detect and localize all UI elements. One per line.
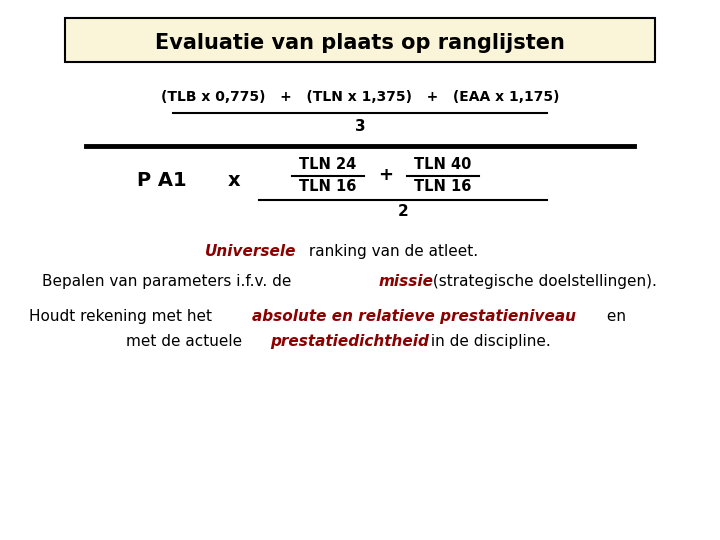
Text: TLN 24: TLN 24 [299,157,356,172]
Text: ranking van de atleet.: ranking van de atleet. [304,244,478,259]
Text: TLN 16: TLN 16 [299,179,356,194]
Text: +: + [378,166,392,185]
Text: (TLB x 0,775)   +   (TLN x 1,375)   +   (EAA x 1,175): (TLB x 0,775) + (TLN x 1,375) + (EAA x 1… [161,90,559,104]
Text: (strategische doelstellingen).: (strategische doelstellingen). [428,274,657,289]
Text: absolute en relatieve prestatieniveau: absolute en relatieve prestatieniveau [252,309,576,325]
Text: missie: missie [379,274,433,289]
Text: in de discipline.: in de discipline. [426,334,551,349]
Text: Houdt rekening met het: Houdt rekening met het [29,309,217,325]
Text: TLN 16: TLN 16 [414,179,472,194]
Text: 3: 3 [355,119,365,134]
Text: Universele: Universele [204,244,296,259]
Text: Bepalen van parameters i.f.v. de: Bepalen van parameters i.f.v. de [42,274,296,289]
Text: TLN 40: TLN 40 [414,157,472,172]
Text: Evaluatie van plaats op ranglijsten: Evaluatie van plaats op ranglijsten [155,32,565,53]
Text: prestatiedichtheid: prestatiedichtheid [270,334,429,349]
Text: x: x [228,171,240,191]
Text: P A1: P A1 [138,171,186,191]
Text: en: en [602,309,626,325]
Text: met de actuele: met de actuele [126,334,247,349]
Text: 2: 2 [398,204,408,219]
